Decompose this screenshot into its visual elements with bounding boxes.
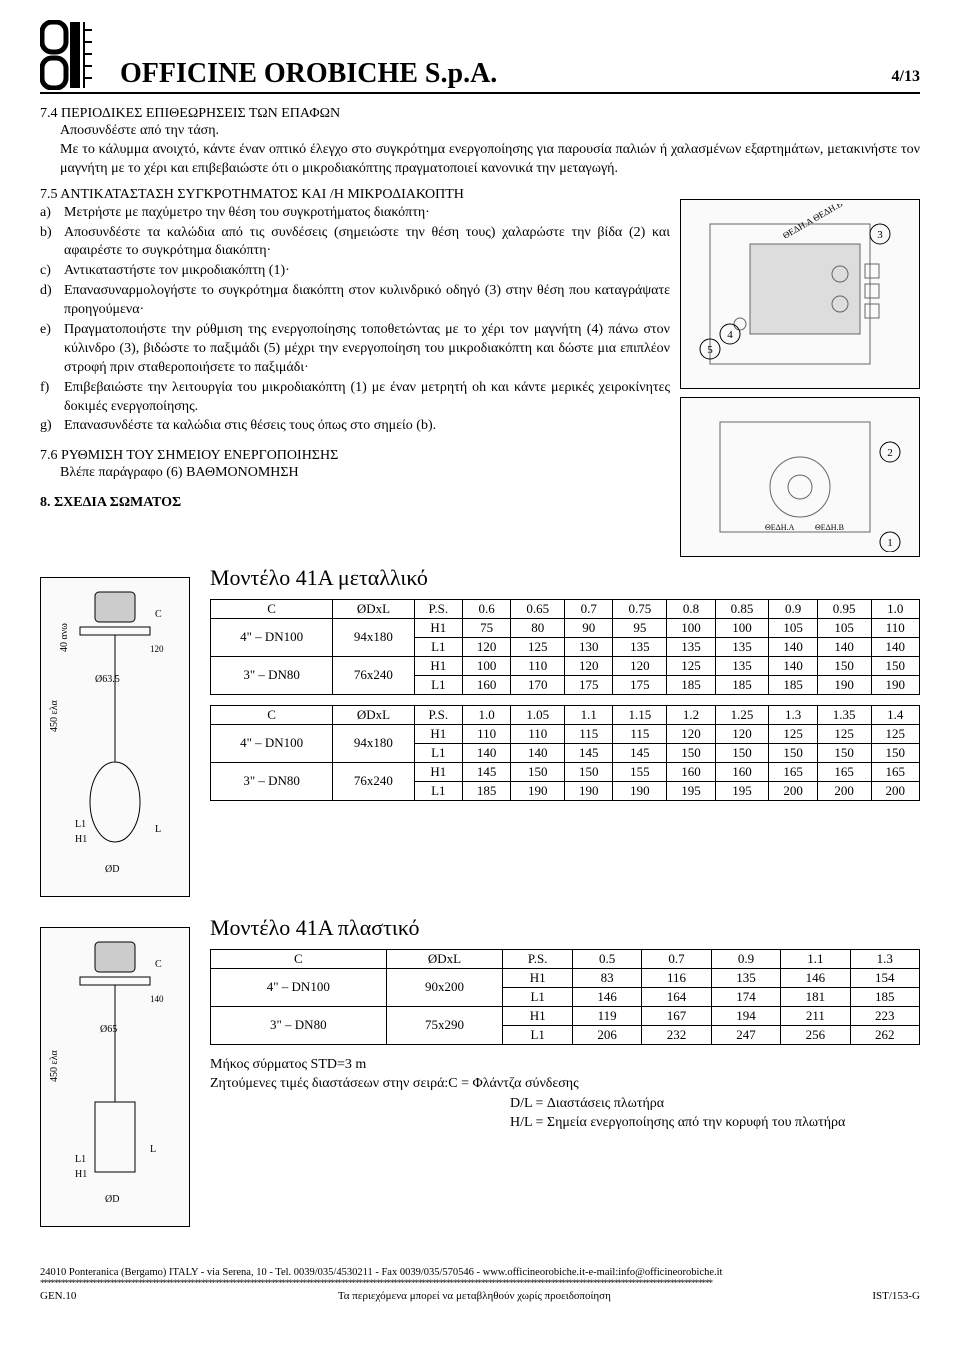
svg-text:ΘΕΔΗ.Α: ΘΕΔΗ.Α: [765, 523, 795, 532]
svg-text:140: 140: [150, 994, 164, 1004]
svg-text:C: C: [155, 959, 162, 970]
svg-text:L1: L1: [75, 819, 86, 830]
svg-text:450 ελα: 450 ελα: [49, 699, 60, 732]
text-7-5-c: Αντικαταστήστε τον μικροδιακόπτη (1)·: [64, 262, 670, 281]
table-metal-1: CØDxLP.S.0.60.650.70.750.80.850.90.951.0…: [210, 599, 920, 695]
text-7-4-l1: Αποσυνδέστε από την τάση.: [60, 122, 920, 141]
svg-text:1: 1: [887, 537, 893, 549]
svg-text:L: L: [155, 824, 161, 835]
footer-gen: GEN.10: [40, 1290, 76, 1302]
footer-mid: Τα περιεχόμενα μπορεί να μεταβληθούν χωρ…: [338, 1290, 611, 1302]
svg-text:L1: L1: [75, 1154, 86, 1165]
text-7-5-e: Πραγματοποιήστε την ρύθμιση της ενεργοπο…: [64, 321, 670, 378]
text-7-5-f: Επιβεβαιώστε την λειτουργία του μικροδια…: [64, 379, 670, 417]
page-number: 4/13: [892, 68, 920, 90]
page-footer: 24010 Ponteranica (Bergamo) ITALY - via …: [40, 1267, 920, 1302]
svg-text:40 ανω: 40 ανω: [59, 622, 70, 651]
svg-text:ΘΕΔΗ.Β: ΘΕΔΗ.Β: [815, 523, 844, 532]
label-c: c): [40, 262, 64, 281]
text-7-6-l1: Βλέπε παράγραφο (6) ΒΑΘΜΟΝΟΜΗΣΗ: [60, 464, 670, 483]
diagram-switch-side: 2 1 ΘΕΔΗ.Α ΘΕΔΗ.Β: [680, 397, 920, 557]
note-1: Μήκος σύρματος STD=3 m: [210, 1055, 920, 1075]
svg-text:H1: H1: [75, 1169, 87, 1180]
diagram-model-metal: 450 ελα 40 ανω C 120 Ø63.5 L1 H1 L ØD: [40, 577, 190, 897]
footer-doc: IST/153-G: [872, 1290, 920, 1302]
svg-text:2: 2: [887, 447, 893, 459]
footer-divider: ****************************************…: [40, 1278, 920, 1288]
section-7-5-title: 7.5 ΑΝΤΙΚΑΤΑΣΤΑΣΗ ΣΥΓΚΡΟΤΗΜΑΤΟΣ ΚΑΙ /Η Μ…: [40, 187, 670, 203]
section-8-title: 8. ΣΧΕΔΙΑ ΣΩΜΑΤΟΣ: [40, 495, 670, 511]
svg-text:3: 3: [877, 229, 883, 241]
label-d: d): [40, 282, 64, 320]
svg-text:C: C: [155, 609, 162, 620]
diagram-switch-top: 3 4 5 ΘΕΔΗ.Α ΘΕΔΗ.Β: [680, 199, 920, 389]
table-plastic: CØDxLP.S.0.50.70.91.11.34" – DN10090x200…: [210, 949, 920, 1045]
text-7-5-b: Αποσυνδέστε τα καλώδια από τις συνδέσεις…: [64, 224, 670, 262]
label-a: a): [40, 204, 64, 223]
svg-text:H1: H1: [75, 834, 87, 845]
company-logo: [40, 20, 100, 90]
note-4: H/L = Σημεία ενεργοποίησης από την κορυφ…: [210, 1113, 920, 1133]
text-7-5-d: Επανασυναρμολογήστε το συγκρότημα διακόπ…: [64, 282, 670, 320]
svg-text:Ø63.5: Ø63.5: [95, 674, 120, 685]
page-header: OFFICINE OROBICHE S.p.A. 4/13: [40, 20, 920, 94]
svg-text:Ø65: Ø65: [100, 1024, 117, 1035]
footer-address: 24010 Ponteranica (Bergamo) ITALY - via …: [40, 1267, 920, 1278]
svg-text:450 ελα: 450 ελα: [49, 1049, 60, 1082]
diagram-model-plastic: 450 ελα C 140 Ø65 L1 H1 L ØD: [40, 927, 190, 1227]
text-7-4-l2: Με το κάλυμμα ανοιχτό, κάντε έναν οπτικό…: [60, 141, 920, 179]
note-3: D/L = Διαστάσεις πλωτήρα: [210, 1094, 920, 1114]
svg-text:L: L: [150, 1144, 156, 1155]
text-7-5-a: Μετρήστε με παχύμετρο την θέση του συγκρ…: [64, 204, 670, 223]
model-title-plastic: Μοντέλο 41A πλαστικό: [210, 915, 920, 941]
notes-block: Μήκος σύρματος STD=3 m Ζητούμενες τιμές …: [210, 1055, 920, 1133]
svg-text:ØD: ØD: [105, 864, 119, 875]
note-2: Ζητούμενες τιμές διαστάσεων στην σειρά:C…: [210, 1074, 920, 1094]
table-metal-2: CØDxLP.S.1.01.051.11.151.21.251.31.351.4…: [210, 705, 920, 801]
svg-text:ØD: ØD: [105, 1194, 119, 1205]
section-7-6-title: 7.6 ΡΥΘΜΙΣΗ ΤΟΥ ΣΗΜΕΙΟΥ ΕΝΕΡΓΟΠΟΙΗΣΗΣ: [40, 448, 670, 464]
svg-text:4: 4: [727, 329, 733, 341]
svg-text:120: 120: [150, 644, 164, 654]
label-g: g): [40, 417, 64, 436]
label-e: e): [40, 321, 64, 378]
svg-text:5: 5: [707, 344, 713, 356]
label-b: b): [40, 224, 64, 262]
label-f: f): [40, 379, 64, 417]
model-title-metal: Μοντέλο 41A μεταλλικό: [210, 565, 920, 591]
section-7-4-title: 7.4 ΠΕΡΙΟΔΙΚΕΣ ΕΠΙΘΕΩΡΗΣΕΙΣ ΤΩΝ ΕΠΑΦΩΝ: [40, 106, 920, 122]
company-name: OFFICINE OROBICHE S.p.A.: [120, 58, 892, 90]
svg-text:ΘΕΔΗ.Α ΘΕΔΗ.Β: ΘΕΔΗ.Α ΘΕΔΗ.Β: [781, 204, 844, 241]
text-7-5-g: Επανασυνδέστε τα καλώδια στις θέσεις του…: [64, 417, 670, 436]
